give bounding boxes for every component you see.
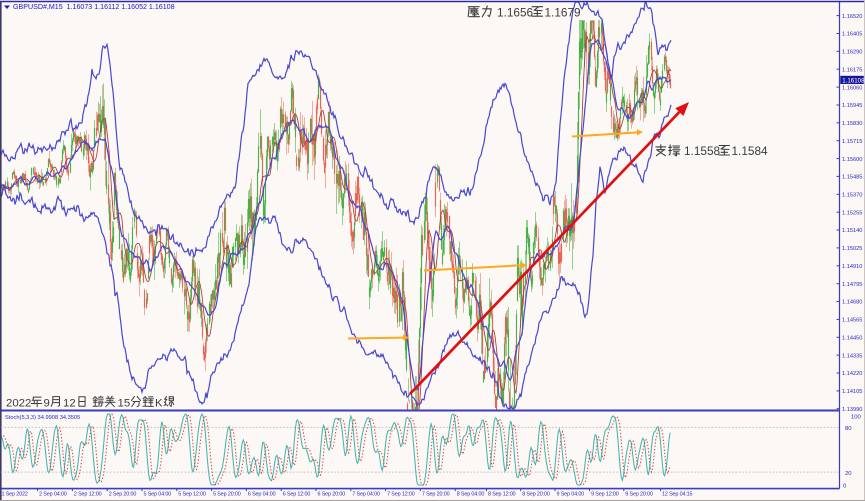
svg-text:2 Sep 04:00: 2 Sep 04:00 (39, 492, 67, 498)
svg-text:1.16108: 1.16108 (842, 77, 865, 84)
svg-text:6 Sep 12:00: 6 Sep 12:00 (283, 492, 311, 498)
svg-text:1.15485: 1.15485 (842, 175, 862, 181)
svg-text:1.1584: 1.1584 (732, 144, 769, 158)
svg-text:12: 12 (63, 398, 76, 410)
svg-text:6 Sep 04:00: 6 Sep 04:00 (248, 492, 276, 498)
svg-text:2 Sep 12:00: 2 Sep 12:00 (74, 492, 102, 498)
svg-text:1.16060: 1.16060 (842, 85, 862, 91)
svg-text:1.16520: 1.16520 (842, 14, 862, 20)
svg-text:8 Sep 20:00: 8 Sep 20:00 (522, 492, 550, 498)
svg-text:2022: 2022 (6, 398, 31, 410)
svg-text:Stoch(5,3,3) 34.9908 34.3505: Stoch(5,3,3) 34.9908 34.3505 (5, 415, 80, 421)
svg-text:1.15945: 1.15945 (842, 103, 862, 109)
svg-text:7 Sep 20:00: 7 Sep 20:00 (422, 492, 450, 498)
svg-text:1.15140: 1.15140 (842, 228, 862, 234)
svg-text:20: 20 (845, 471, 852, 477)
svg-text:1.15025: 1.15025 (842, 246, 862, 252)
svg-text:1.14910: 1.14910 (842, 264, 862, 270)
svg-text:1.15830: 1.15830 (842, 121, 862, 127)
svg-text:1.1656: 1.1656 (497, 5, 534, 19)
svg-text:1.14565: 1.14565 (842, 318, 862, 324)
svg-text:1.1558: 1.1558 (684, 144, 721, 158)
svg-text:1.1679: 1.1679 (545, 5, 581, 19)
svg-text:1.14795: 1.14795 (842, 282, 862, 288)
svg-text:5 Sep 12:00: 5 Sep 12:00 (178, 492, 206, 498)
svg-text:100: 100 (851, 415, 862, 421)
svg-text:12 Sep 04:15: 12 Sep 04:15 (662, 492, 693, 498)
svg-text:1.14335: 1.14335 (842, 353, 862, 359)
svg-text:0: 0 (843, 484, 847, 490)
svg-text:9 Sep 20:00: 9 Sep 20:00 (625, 492, 653, 498)
svg-text:7 Sep 12:00: 7 Sep 12:00 (387, 492, 415, 498)
svg-text:1.13990: 1.13990 (842, 407, 862, 413)
svg-text:9 Sep 12:00: 9 Sep 12:00 (591, 492, 619, 498)
svg-text:1.16290: 1.16290 (842, 50, 862, 56)
svg-text:GBPUSD#,M15 1.16073 1.16112 1: GBPUSD#,M15 1.16073 1.16112 1.16052 1.16… (13, 3, 175, 11)
svg-text:1.15715: 1.15715 (842, 139, 862, 145)
svg-text:1.16175: 1.16175 (842, 67, 862, 73)
svg-text:1.16405: 1.16405 (842, 32, 862, 38)
svg-text:9: 9 (44, 398, 50, 410)
svg-text:80: 80 (845, 426, 852, 432)
svg-text:K: K (155, 398, 163, 410)
svg-text:8 Sep 04:00: 8 Sep 04:00 (457, 492, 485, 498)
svg-text:6 Sep 20:00: 6 Sep 20:00 (318, 492, 346, 498)
svg-text:1.15370: 1.15370 (842, 193, 862, 199)
svg-text:5 Sep 20:00: 5 Sep 20:00 (213, 492, 241, 498)
svg-text:1 Sep 2022: 1 Sep 2022 (2, 492, 28, 498)
svg-text:7 Sep 04:00: 7 Sep 04:00 (352, 492, 380, 498)
svg-text:5 Sep 04:00: 5 Sep 04:00 (144, 492, 172, 498)
svg-text:9 Sep 04:00: 9 Sep 04:00 (557, 492, 585, 498)
svg-text:15: 15 (118, 398, 131, 410)
svg-text:1.14220: 1.14220 (842, 371, 862, 377)
svg-text:1.14450: 1.14450 (842, 336, 862, 342)
svg-text:2 Sep 20:00: 2 Sep 20:00 (109, 492, 137, 498)
svg-text:8 Sep 12:00: 8 Sep 12:00 (488, 492, 516, 498)
svg-text:1.14680: 1.14680 (842, 300, 862, 306)
svg-text:1.15255: 1.15255 (842, 210, 862, 216)
svg-text:1.14105: 1.14105 (842, 389, 862, 395)
svg-text:1.15600: 1.15600 (842, 157, 862, 163)
